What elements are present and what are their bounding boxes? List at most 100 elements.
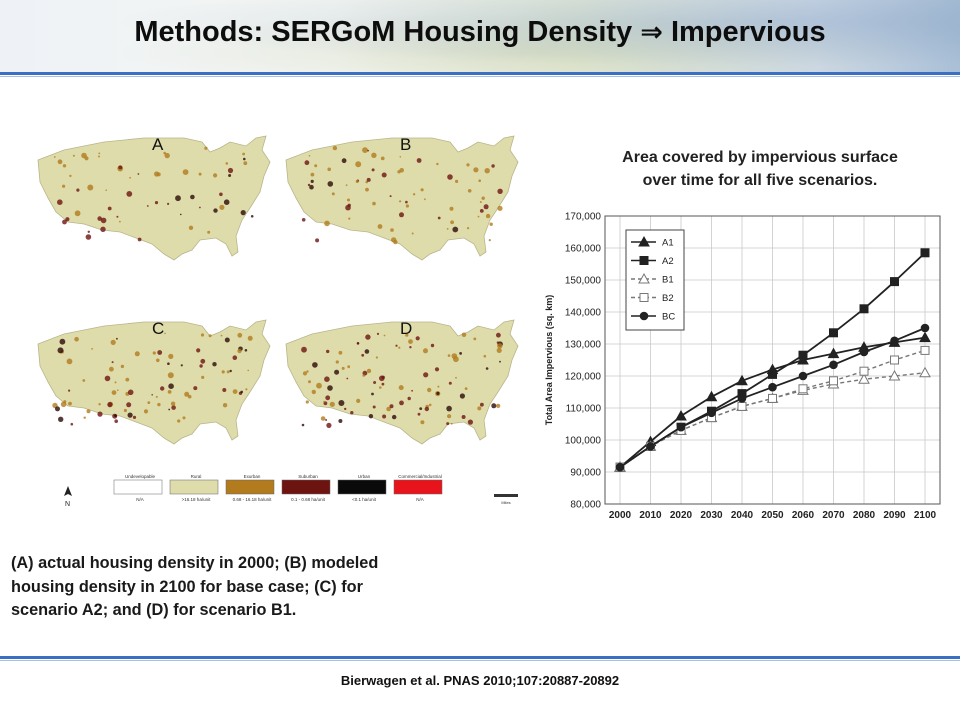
development-dot — [405, 333, 409, 337]
caption-line-2: housing density in 2100 for base case; (… — [11, 577, 363, 596]
scale-bar-rect — [494, 494, 518, 497]
development-dot — [250, 215, 254, 218]
development-dot — [447, 354, 451, 357]
us-map-shape — [285, 319, 519, 445]
legend-label: A1 — [662, 238, 674, 249]
x-tick-label: 2080 — [853, 510, 876, 521]
development-dot — [451, 353, 458, 359]
development-dot — [97, 216, 102, 221]
development-dot — [69, 174, 72, 178]
top-divider — [0, 72, 960, 75]
development-dot — [156, 358, 160, 363]
development-dot — [496, 341, 500, 344]
legend-swatch — [393, 479, 443, 495]
development-dot — [398, 346, 401, 349]
development-dot — [377, 224, 383, 229]
x-tick-label: 2000 — [609, 510, 632, 521]
development-dot — [489, 222, 493, 226]
development-dot — [491, 164, 495, 168]
development-dot — [171, 405, 176, 410]
legend-swatch — [169, 479, 219, 495]
development-dot — [62, 184, 66, 188]
development-dot — [117, 389, 119, 391]
development-dot — [219, 204, 225, 210]
data-point-bc — [707, 408, 716, 418]
development-dot — [167, 390, 172, 394]
development-dot — [225, 162, 229, 165]
development-dot — [221, 370, 225, 374]
development-dot — [114, 414, 117, 417]
development-dot — [326, 422, 332, 428]
scale-label: Miles — [501, 500, 510, 505]
data-point-bc — [737, 394, 747, 403]
development-dot — [53, 156, 56, 158]
development-dot — [461, 415, 466, 419]
data-point-b1 — [858, 373, 870, 384]
development-dot — [338, 350, 343, 355]
map-legend: Undevelopable N/A Rural >16.18 ha/unit Exurb… — [113, 474, 443, 502]
development-dot — [167, 202, 170, 205]
development-dot — [182, 169, 189, 175]
development-dot — [306, 370, 309, 373]
chart-title-line-1: Area covered by impervious surface — [622, 149, 898, 166]
development-dot — [371, 392, 374, 396]
development-dot — [405, 204, 409, 208]
development-dot — [420, 420, 425, 425]
title-suffix: Impervious — [670, 16, 826, 48]
development-dot — [168, 408, 171, 411]
development-dot — [85, 234, 92, 240]
legend-swatch — [113, 479, 163, 495]
development-dot — [386, 406, 391, 412]
development-dot — [68, 389, 71, 392]
development-dot — [466, 163, 470, 167]
development-dot — [436, 391, 440, 395]
data-point-bc — [890, 336, 899, 346]
development-dot — [81, 152, 87, 159]
development-dot — [327, 385, 333, 391]
development-dot — [419, 407, 423, 410]
legend-marker — [639, 256, 649, 265]
development-dot — [243, 161, 248, 166]
development-dot — [184, 391, 190, 397]
development-dot — [361, 353, 365, 357]
data-point-b2 — [768, 393, 777, 403]
development-dot — [365, 187, 369, 192]
development-dot — [126, 402, 132, 408]
development-dot — [309, 184, 314, 190]
development-dot — [160, 386, 165, 391]
map-panel: B — [285, 135, 519, 261]
development-dot — [164, 152, 170, 159]
development-dot — [167, 372, 174, 379]
development-dot — [459, 352, 462, 355]
development-dot — [461, 332, 467, 338]
development-dot — [213, 173, 218, 178]
development-dot — [312, 362, 318, 368]
development-dot — [348, 217, 351, 220]
development-dot — [455, 179, 459, 183]
development-dot — [57, 159, 63, 165]
data-point-b2 — [798, 384, 808, 394]
development-dot — [428, 403, 432, 407]
legend-range: N/A — [136, 497, 144, 502]
development-dot — [227, 167, 234, 174]
development-dot — [55, 406, 60, 412]
development-dot — [310, 179, 314, 183]
series-b2 — [615, 345, 930, 472]
development-dot — [324, 376, 330, 382]
data-point-b1 — [888, 369, 901, 381]
development-dot — [366, 177, 371, 182]
x-tick-label: 2060 — [792, 510, 815, 521]
development-dot — [110, 339, 116, 345]
development-dot — [180, 213, 182, 216]
development-dot — [446, 228, 449, 230]
development-dot — [372, 405, 376, 409]
development-dot — [182, 416, 186, 420]
development-dot — [163, 151, 166, 155]
development-dot — [452, 226, 459, 233]
development-dot — [484, 168, 490, 174]
development-dot — [62, 164, 67, 168]
development-dot — [177, 419, 181, 423]
development-dot — [405, 200, 408, 204]
development-dot — [327, 167, 331, 172]
y-tick-label: 90,000 — [570, 468, 601, 479]
